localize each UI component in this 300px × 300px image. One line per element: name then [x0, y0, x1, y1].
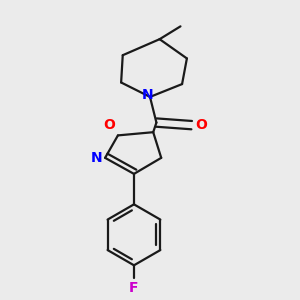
Text: N: N [142, 88, 153, 102]
Text: O: O [103, 118, 115, 132]
Text: N: N [90, 151, 102, 165]
Text: O: O [195, 118, 207, 132]
Text: F: F [129, 281, 139, 295]
